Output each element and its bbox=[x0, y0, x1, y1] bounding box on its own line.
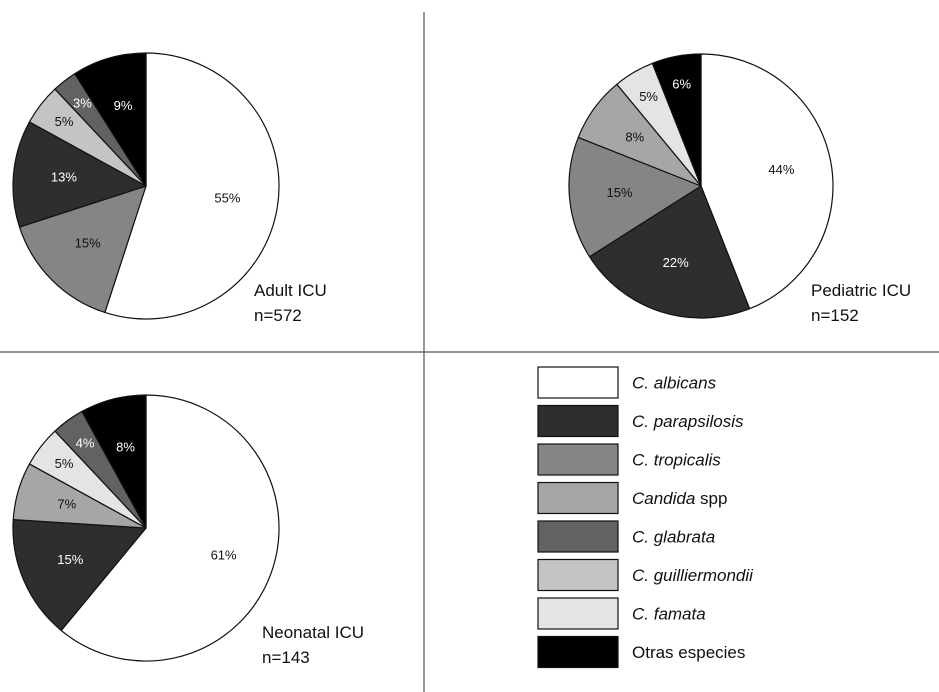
pie-slice-parapsilosis bbox=[588, 185, 751, 319]
legend-label-famata: C. famata bbox=[632, 605, 706, 624]
pie-slice-tropicalis bbox=[568, 136, 702, 258]
legend-label-guilliermondii: C. guilliermondii bbox=[632, 566, 754, 585]
pie-slice-otras bbox=[81, 394, 147, 529]
legend-label-spp: Candida spp bbox=[632, 489, 727, 508]
slice-label-albicans: 61% bbox=[211, 547, 237, 562]
pie-chart-pediatric-icu: 44% 22% 15% 8% 5% 6% bbox=[568, 53, 834, 319]
caption-pediatric-n: n=152 bbox=[811, 306, 859, 325]
pie-slice-albicans bbox=[104, 52, 280, 320]
pie-slice-otras bbox=[74, 52, 147, 187]
pie-slice-albicans bbox=[700, 53, 834, 310]
pie-slice-otras bbox=[651, 53, 702, 187]
legend-swatch-otras bbox=[537, 635, 619, 669]
caption-adult-title: Adult ICU bbox=[254, 281, 327, 300]
legend-swatch-spp bbox=[537, 481, 619, 515]
slice-label-glabrata: 3% bbox=[73, 95, 92, 110]
slice-label-otras: 8% bbox=[116, 440, 135, 455]
legend-label-albicans: C. albicans bbox=[632, 374, 717, 393]
legend-label-parapsilosis: C. parapsilosis bbox=[632, 412, 744, 431]
legend-swatch-parapsilosis bbox=[537, 404, 619, 438]
slice-label-tropicalis: 15% bbox=[606, 185, 632, 200]
pie-slice-parapsilosis bbox=[12, 121, 147, 228]
legend-label-glabrata: C. glabrata bbox=[632, 528, 715, 547]
slice-label-spp: 8% bbox=[625, 129, 644, 144]
slice-label-albicans: 44% bbox=[768, 162, 794, 177]
slice-label-otras: 9% bbox=[114, 98, 133, 113]
slice-label-albicans: 55% bbox=[214, 190, 240, 205]
legend-swatch-guilliermondii bbox=[537, 558, 619, 592]
pie-slice-albicans bbox=[60, 394, 280, 662]
slice-label-parapsilosis: 15% bbox=[57, 552, 83, 567]
slice-label-parapsilosis: 22% bbox=[663, 255, 689, 270]
slice-label-tropicalis: 15% bbox=[75, 236, 101, 251]
caption-neonatal-title: Neonatal ICU bbox=[262, 623, 364, 642]
caption-adult-n: n=572 bbox=[254, 306, 302, 325]
pie-chart-adult-icu: 55% 15% 13% 5% 3% 9% bbox=[12, 52, 280, 320]
caption-pediatric-title: Pediatric ICU bbox=[811, 281, 911, 300]
caption-neonatal-n: n=143 bbox=[262, 648, 310, 667]
slice-label-guilliermondii: 5% bbox=[55, 114, 74, 129]
legend-label-tropicalis: C. tropicalis bbox=[632, 451, 721, 470]
slice-label-otras: 6% bbox=[672, 76, 691, 91]
legend-swatch-glabrata bbox=[537, 520, 619, 553]
legend-swatch-albicans bbox=[537, 366, 619, 399]
legend-label-otras: Otras especies bbox=[632, 643, 745, 662]
slice-label-spp: 7% bbox=[57, 496, 76, 511]
pie-slice-parapsilosis bbox=[12, 519, 147, 632]
legend: C. albicans C. parapsilosis C. tropicalis C… bbox=[537, 366, 754, 669]
legend-swatch-famata bbox=[537, 597, 619, 630]
pie-slice-tropicalis bbox=[18, 185, 147, 314]
slice-label-glabrata: 4% bbox=[76, 436, 95, 451]
pie-chart-neonatal-icu: 61% 15% 7% 5%4% 8% bbox=[12, 394, 280, 662]
slice-label-parapsilosis: 13% bbox=[51, 170, 77, 185]
slice-label-famata: 5% bbox=[639, 89, 658, 104]
slice-label-famata: 5% bbox=[55, 456, 74, 471]
legend-swatch-tropicalis bbox=[537, 443, 619, 476]
